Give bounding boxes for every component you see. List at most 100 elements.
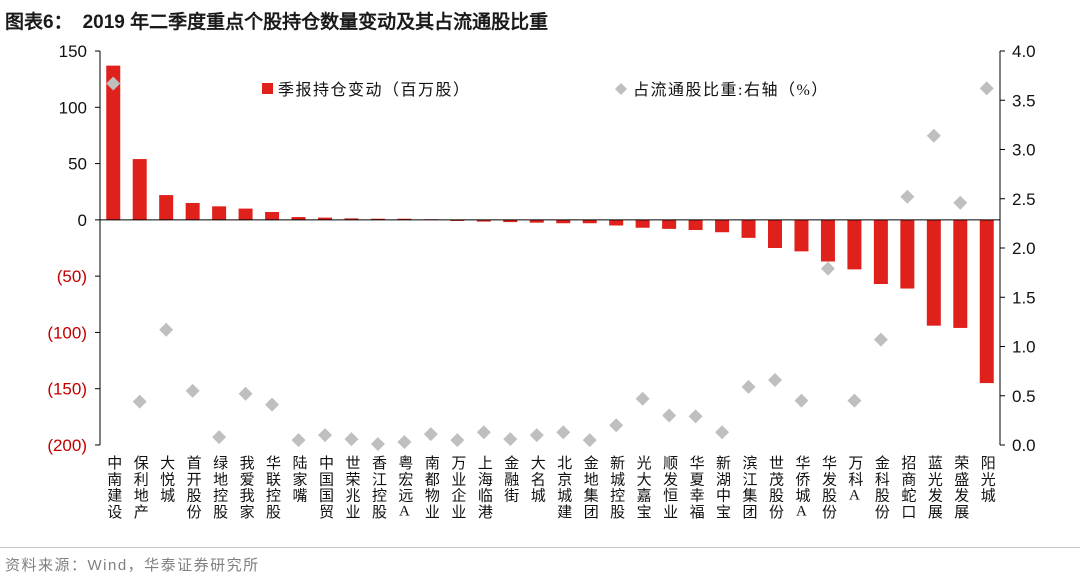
holding-change-bar-21 [635,219,650,228]
right-tick-label: 0.0 [1012,436,1036,455]
left-tick-label: 0 [78,211,87,230]
holding-change-bar-11 [370,218,385,220]
holding-change-bar-22 [662,219,677,229]
float-share-ratio-marker-1 [106,76,121,91]
holding-change-bar-32 [926,219,941,326]
holding-change-bar-26 [768,219,782,248]
float-share-ratio-marker-15 [476,425,491,440]
holding-change-bar-20 [609,219,624,226]
holding-change-bar-15 [476,219,491,222]
right-tick-label: 3.0 [1012,141,1036,160]
left-axis-ticks: 150 100 50 0 (50) (100) (150) (200) [47,42,100,455]
float-share-ratio-marker-11 [370,437,385,452]
holding-change-bar-29 [847,219,862,270]
holding-change-bar-28 [820,219,835,262]
float-share-ratio-marker-8 [291,433,306,448]
holding-change-bar-3 [159,195,174,220]
source-note: 资料来源：Wind，华泰证券研究所 [5,557,260,574]
float-share-ratio-marker-30 [873,332,888,347]
float-share-ratio-marker-33 [953,195,968,210]
figure-title: 图表6： 2019 年二季度重点个股持仓数量变动及其占流通股比重 [5,7,548,34]
marker-series [106,76,994,452]
holding-change-bar-27 [794,219,809,252]
right-tick-label: 2.5 [1012,190,1036,209]
float-share-ratio-marker-13 [423,427,438,442]
holding-change-bar-6 [238,208,253,220]
left-tick-label: 150 [59,42,87,61]
float-share-ratio-marker-16 [503,432,518,447]
float-share-ratio-marker-21 [635,391,650,406]
left-tick-label: (50) [57,267,87,286]
right-tick-label: 4.0 [1012,42,1036,61]
float-share-ratio-marker-22 [662,408,677,423]
right-tick-label: 1.5 [1012,288,1036,307]
holding-change-bar-9 [318,217,332,220]
holding-change-bar-16 [503,219,518,223]
left-tick-label: 50 [68,155,87,174]
bar-series [106,65,994,384]
figure-title-text: 2019 年二季度重点个股持仓数量变动及其占流通股比重 [82,12,549,33]
holding-change-bar-18 [556,219,571,224]
float-share-ratio-marker-24 [715,425,730,440]
holding-change-bar-8 [291,217,306,220]
holding-change-bar-30 [873,219,888,285]
float-share-ratio-marker-27 [794,393,809,408]
holding-change-bar-7 [265,211,280,220]
float-share-ratio-marker-6 [238,386,253,401]
holding-change-bar-10 [344,218,359,220]
float-share-ratio-marker-7 [265,397,280,412]
holding-change-bar-33 [953,219,968,328]
float-share-ratio-marker-34 [979,81,994,96]
holding-change-bar-17 [529,219,544,223]
float-share-ratio-marker-25 [741,379,756,394]
float-share-ratio-marker-4 [185,383,200,398]
float-share-ratio-marker-14 [450,433,465,448]
right-tick-label: 3.5 [1012,91,1036,110]
float-share-ratio-marker-17 [529,428,544,443]
holding-change-bar-25 [741,219,756,238]
right-axis-ticks: 4.0 3.5 3.0 2.5 2.0 1.5 1.0 0.5 0.0 [1000,42,1036,455]
left-tick-label: (150) [47,380,87,399]
holding-change-bar-2 [132,159,147,220]
holding-change-bar-4 [185,202,200,220]
holding-change-bar-34 [979,219,994,384]
holding-change-bar-12 [397,218,412,220]
float-share-ratio-marker-19 [582,433,597,448]
float-share-ratio-marker-29 [847,393,862,408]
holding-change-bar-24 [715,219,730,233]
right-tick-label: 1.0 [1012,338,1036,357]
legend-diamond-swatch [615,83,627,95]
source-divider [0,547,1080,548]
holding-change-bar-19 [582,219,597,224]
holding-change-bar-5 [212,206,227,220]
float-share-ratio-marker-5 [212,430,227,445]
axes [99,51,1001,445]
float-share-ratio-marker-12 [397,435,412,450]
right-tick-label: 2.0 [1012,239,1036,258]
holding-change-bar-14 [450,219,465,221]
left-tick-label: (100) [47,323,87,342]
float-share-ratio-marker-3 [159,322,174,337]
left-tick-label: (200) [47,436,87,455]
legend-marker-label: 占流通股比重:右轴（%） [633,81,829,99]
float-share-ratio-marker-32 [926,128,941,143]
float-share-ratio-marker-10 [344,432,359,447]
figure-label: 图表6： [5,12,73,33]
left-tick-label: 100 [59,98,87,117]
holding-change-bar-1 [106,65,121,220]
float-share-ratio-marker-26 [768,372,782,387]
legend-bar-swatch [262,83,273,94]
float-share-ratio-marker-23 [688,409,703,424]
legend-bar-label: 季报持仓变动（百万股） [278,81,471,99]
float-share-ratio-marker-20 [609,418,624,433]
right-tick-label: 0.5 [1012,387,1036,406]
float-share-ratio-marker-28 [820,261,835,276]
float-share-ratio-marker-18 [556,425,571,440]
holding-change-bar-23 [688,219,703,230]
legend: 季报持仓变动（百万股） 占流通股比重:右轴（%） [262,81,829,99]
float-share-ratio-marker-9 [318,428,332,443]
float-share-ratio-marker-31 [900,189,915,204]
holding-change-bar-31 [900,219,915,289]
float-share-ratio-marker-2 [132,394,147,409]
